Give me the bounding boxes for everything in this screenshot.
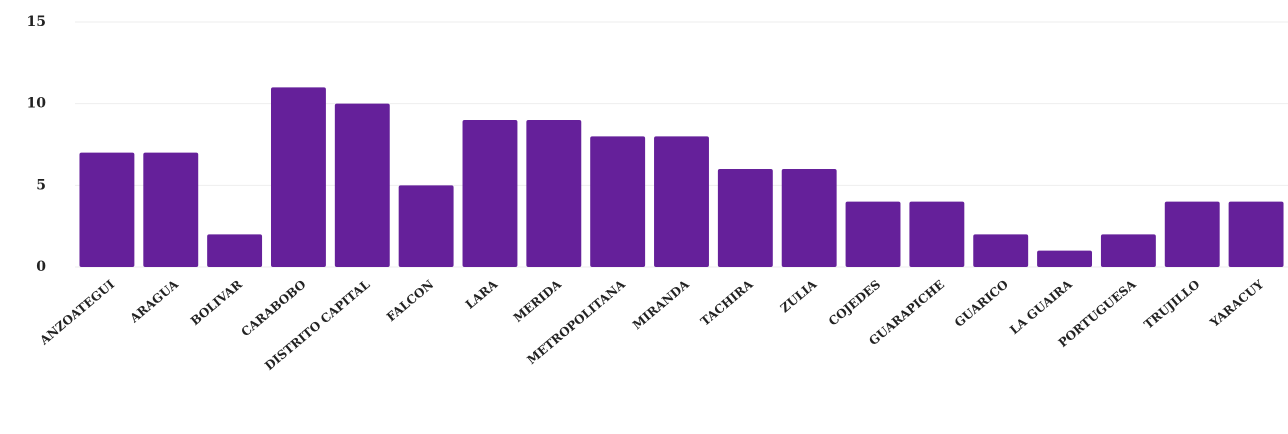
bar bbox=[207, 234, 263, 267]
y-tick-label: 15 bbox=[27, 14, 46, 30]
x-tick-label: ANZOATEGUI bbox=[36, 277, 117, 348]
bar bbox=[143, 152, 199, 267]
x-tick-label: FALCON bbox=[384, 277, 436, 324]
x-tick-label: ZULIA bbox=[778, 277, 820, 316]
y-tick-label: 5 bbox=[36, 177, 46, 193]
y-tick-label: 0 bbox=[36, 259, 46, 275]
bar bbox=[654, 136, 709, 267]
x-tick-label: LARA bbox=[463, 277, 501, 312]
bar bbox=[717, 169, 773, 267]
bar bbox=[590, 136, 646, 267]
x-tick-label: YARACUY bbox=[1207, 277, 1267, 330]
bar bbox=[398, 185, 454, 267]
bar bbox=[270, 87, 326, 267]
bar bbox=[1228, 201, 1284, 267]
bar bbox=[1037, 250, 1093, 267]
x-tick-label: LA GUAIRA bbox=[1007, 277, 1075, 337]
x-tick-label: COJEDES bbox=[826, 277, 883, 328]
y-tick-label: 10 bbox=[27, 96, 47, 112]
bar bbox=[334, 103, 390, 268]
x-tick-label: ARAGUA bbox=[127, 277, 182, 326]
bar bbox=[462, 120, 518, 267]
x-tick-label: GUARICO bbox=[952, 277, 1011, 330]
bar bbox=[973, 234, 1029, 267]
bar bbox=[1100, 234, 1156, 267]
x-tick-label: CARABOBO bbox=[239, 277, 309, 339]
x-tick-label: MERIDA bbox=[511, 277, 565, 325]
x-tick-label: TACHIRA bbox=[698, 277, 756, 329]
x-tick-label: DISTRITO CAPITAL bbox=[262, 277, 373, 373]
bar bbox=[845, 201, 901, 267]
x-tick-label: MIRANDA bbox=[630, 277, 692, 332]
bar bbox=[79, 152, 135, 267]
x-tick-label: TRUJILLO bbox=[1141, 277, 1202, 331]
bar bbox=[909, 201, 965, 267]
bar bbox=[1164, 201, 1220, 267]
x-tick-label: BOLIVAR bbox=[188, 277, 246, 329]
bar bbox=[526, 120, 582, 267]
bar bbox=[781, 169, 837, 267]
